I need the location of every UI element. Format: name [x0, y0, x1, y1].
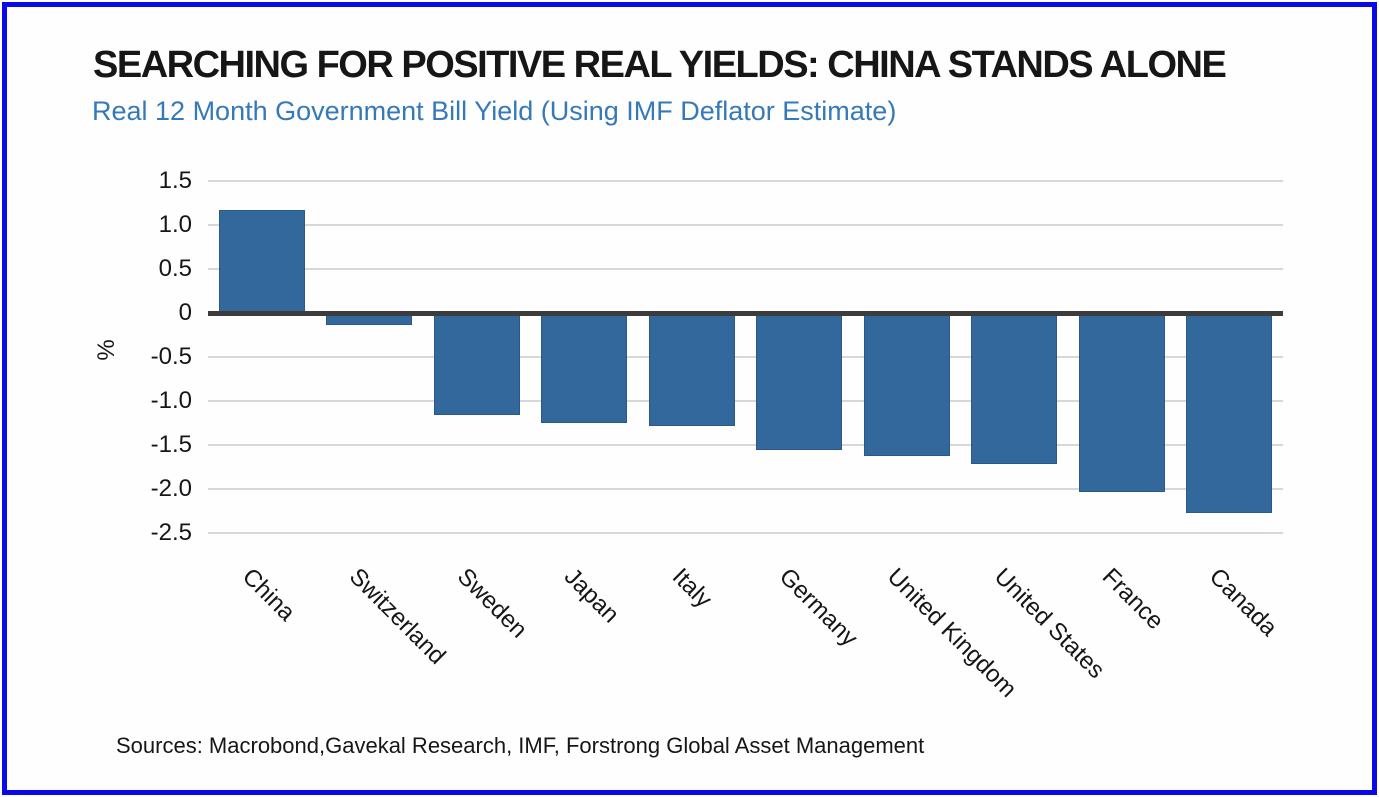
y-tick-label--0.5: -0.5: [150, 343, 192, 370]
gridline-1.5: [208, 180, 1283, 182]
x-tick-label-japan: Japan: [559, 563, 625, 629]
source-note: Sources: Macrobond,Gavekal Research, IMF…: [116, 733, 925, 758]
x-tick-label-sweden: Sweden: [451, 563, 533, 644]
chart-title: SEARCHING FOR POSITIVE REAL YIELDS: CHIN…: [93, 44, 1227, 86]
gridline--2.0: [208, 488, 1283, 490]
chart-subtitle: Real 12 Month Government Bill Yield (Usi…: [92, 96, 897, 126]
y-tick-label--1.5: -1.5: [150, 431, 192, 458]
x-tick-label-united-states: United States: [989, 563, 1111, 684]
gridline-0.5: [208, 268, 1283, 270]
bar-china: [218, 210, 305, 313]
bar-japan: [541, 313, 628, 423]
bar-united-states: [971, 313, 1058, 465]
x-tick-label-canada: Canada: [1204, 563, 1283, 642]
bar-italy: [648, 313, 735, 426]
y-tick-label--1.0: -1.0: [150, 387, 192, 414]
bar-united-kingdom: [863, 313, 950, 457]
gridline--2.5: [208, 532, 1283, 534]
y-tick-label-1.0: 1.0: [158, 211, 192, 238]
y-tick-label--2.5: -2.5: [150, 519, 192, 546]
y-tick-label-0.5: 0.5: [158, 255, 192, 282]
zero-line: [208, 311, 1283, 316]
y-tick-label--2.0: -2.0: [150, 475, 192, 502]
bar-germany: [756, 313, 843, 451]
bar-canada: [1186, 313, 1273, 513]
x-tick-label-italy: Italy: [666, 563, 717, 614]
x-tick-label-france: France: [1096, 563, 1169, 635]
y-tick-label-1.5: 1.5: [158, 167, 192, 194]
gridline--1.5: [208, 444, 1283, 446]
gridline--0.5: [208, 356, 1283, 358]
bar-sweden: [433, 313, 520, 416]
gridline--1.0: [208, 400, 1283, 402]
y-tick-label-0: 0: [178, 299, 192, 326]
x-tick-label-china: China: [236, 563, 301, 627]
x-tick-label-switzerland: Switzerland: [344, 563, 451, 670]
bar-france: [1078, 313, 1165, 492]
x-tick-label-germany: Germany: [774, 563, 864, 652]
gridline-1.0: [208, 224, 1283, 226]
